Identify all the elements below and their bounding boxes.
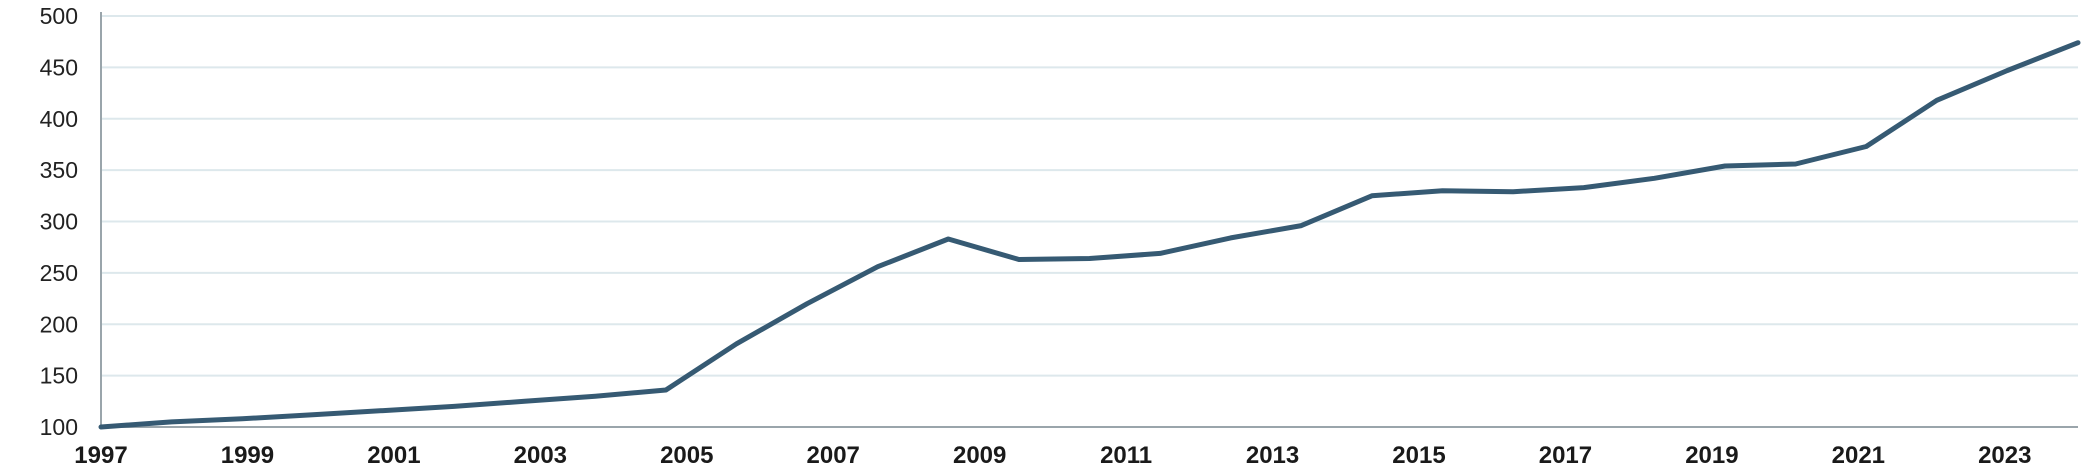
x-tick-label: 2021 [1832,442,1885,469]
x-tick-label: 2023 [1978,442,2031,469]
x-tick-label: 2015 [1392,442,1445,469]
tick-labels: 100 150 200 250 300 350 400 450 500 1997 1999 2001 2… [40,3,2032,469]
y-tick-label: 400 [40,106,78,132]
x-tick-label: 2005 [660,442,713,469]
x-tick-label: 2019 [1685,442,1738,469]
series-line-0 [98,40,2081,430]
x-tick-label: 2007 [807,442,860,469]
x-tick-label: 2011 [1100,442,1152,469]
x-tick-label: 1997 [74,442,127,469]
y-tick-label: 200 [40,311,78,337]
y-tick-label: 100 [40,414,78,440]
y-tick-label: 250 [40,260,78,286]
y-tick-label: 450 [40,54,78,80]
x-tick-label: 2009 [953,442,1006,469]
series [98,40,2081,430]
x-tick-label: 2001 [367,442,420,469]
grid [101,15,2078,377]
x-tick-label: 2013 [1246,442,1299,469]
y-tick-label: 350 [40,157,78,183]
y-tick-label: 300 [40,209,78,235]
axes [100,12,2078,428]
x-tick-label: 2017 [1539,442,1592,469]
y-tick-label: 150 [40,363,78,389]
y-tick-label: 500 [40,3,78,29]
x-tick-label: 1999 [221,442,274,469]
x-tick-label: 2003 [514,442,567,469]
